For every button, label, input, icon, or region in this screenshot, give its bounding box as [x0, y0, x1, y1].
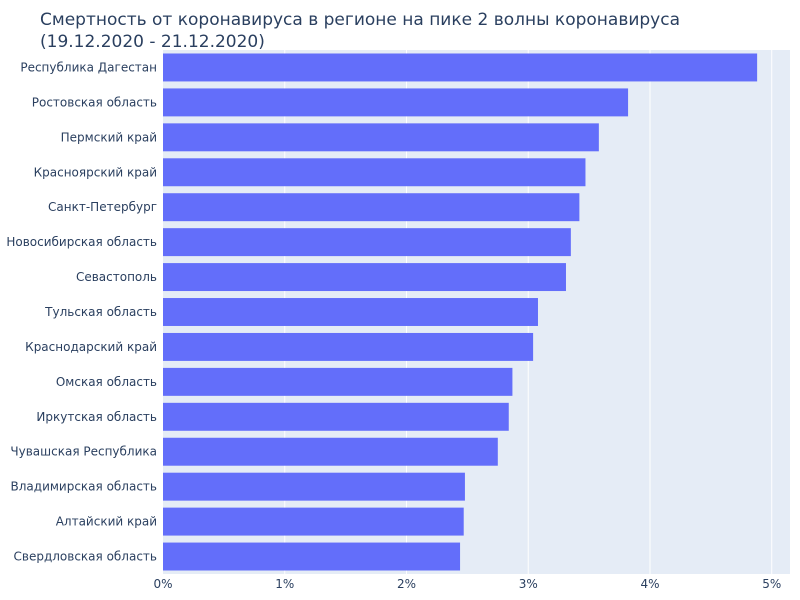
y-tick-label: Красноярский край — [34, 165, 157, 179]
bar[interactable] — [163, 298, 538, 326]
bar[interactable] — [163, 472, 465, 501]
bar[interactable] — [163, 402, 509, 431]
bar[interactable] — [163, 88, 629, 117]
x-tick-label: 2% — [397, 577, 416, 591]
bars-group — [163, 53, 758, 571]
bar[interactable] — [163, 158, 586, 187]
x-tick-label: 3% — [519, 577, 538, 591]
bar[interactable] — [163, 53, 758, 82]
bar[interactable] — [163, 193, 580, 222]
bar[interactable] — [163, 123, 599, 152]
chart-title-line-1: Смертность от коронавируса в регионе на … — [40, 10, 680, 30]
y-tick-label: Пермский край — [61, 130, 157, 144]
bar[interactable] — [163, 507, 464, 536]
y-axis-labels: Республика Дагестан Ростовская область Пер… — [6, 60, 157, 563]
bar[interactable] — [163, 263, 566, 292]
y-tick-label: Тульская область — [44, 305, 157, 319]
y-tick-label: Иркутская область — [36, 410, 157, 424]
bar[interactable] — [163, 367, 513, 396]
x-axis-labels: 0% 1% 2% 3% 4% 5% — [153, 577, 781, 591]
y-tick-label: Новосибирская область — [6, 235, 157, 249]
y-tick-label: Чувашская Республика — [10, 445, 157, 459]
y-tick-label: Омская область — [56, 375, 157, 389]
y-tick-label: Севастополь — [76, 270, 157, 284]
bar[interactable] — [163, 228, 571, 257]
x-tick-label: 1% — [275, 577, 294, 591]
x-tick-label: 5% — [762, 577, 781, 591]
x-tick-label: 4% — [640, 577, 659, 591]
chart-title-line-2: (19.12.2020 - 21.12.2020) — [40, 32, 265, 52]
bar[interactable] — [163, 437, 498, 466]
y-tick-label: Республика Дагестан — [20, 60, 157, 74]
y-tick-label: Ростовская область — [32, 95, 157, 109]
y-tick-label: Санкт-Петербург — [48, 200, 157, 214]
y-tick-label: Краснодарский край — [25, 340, 157, 354]
x-tick-label: 0% — [153, 577, 172, 591]
y-tick-label: Алтайский край — [56, 515, 157, 529]
bar[interactable] — [163, 542, 461, 571]
y-tick-label: Владимирская область — [11, 480, 157, 494]
bar[interactable] — [163, 332, 534, 361]
y-tick-label: Свердловская область — [14, 550, 158, 564]
